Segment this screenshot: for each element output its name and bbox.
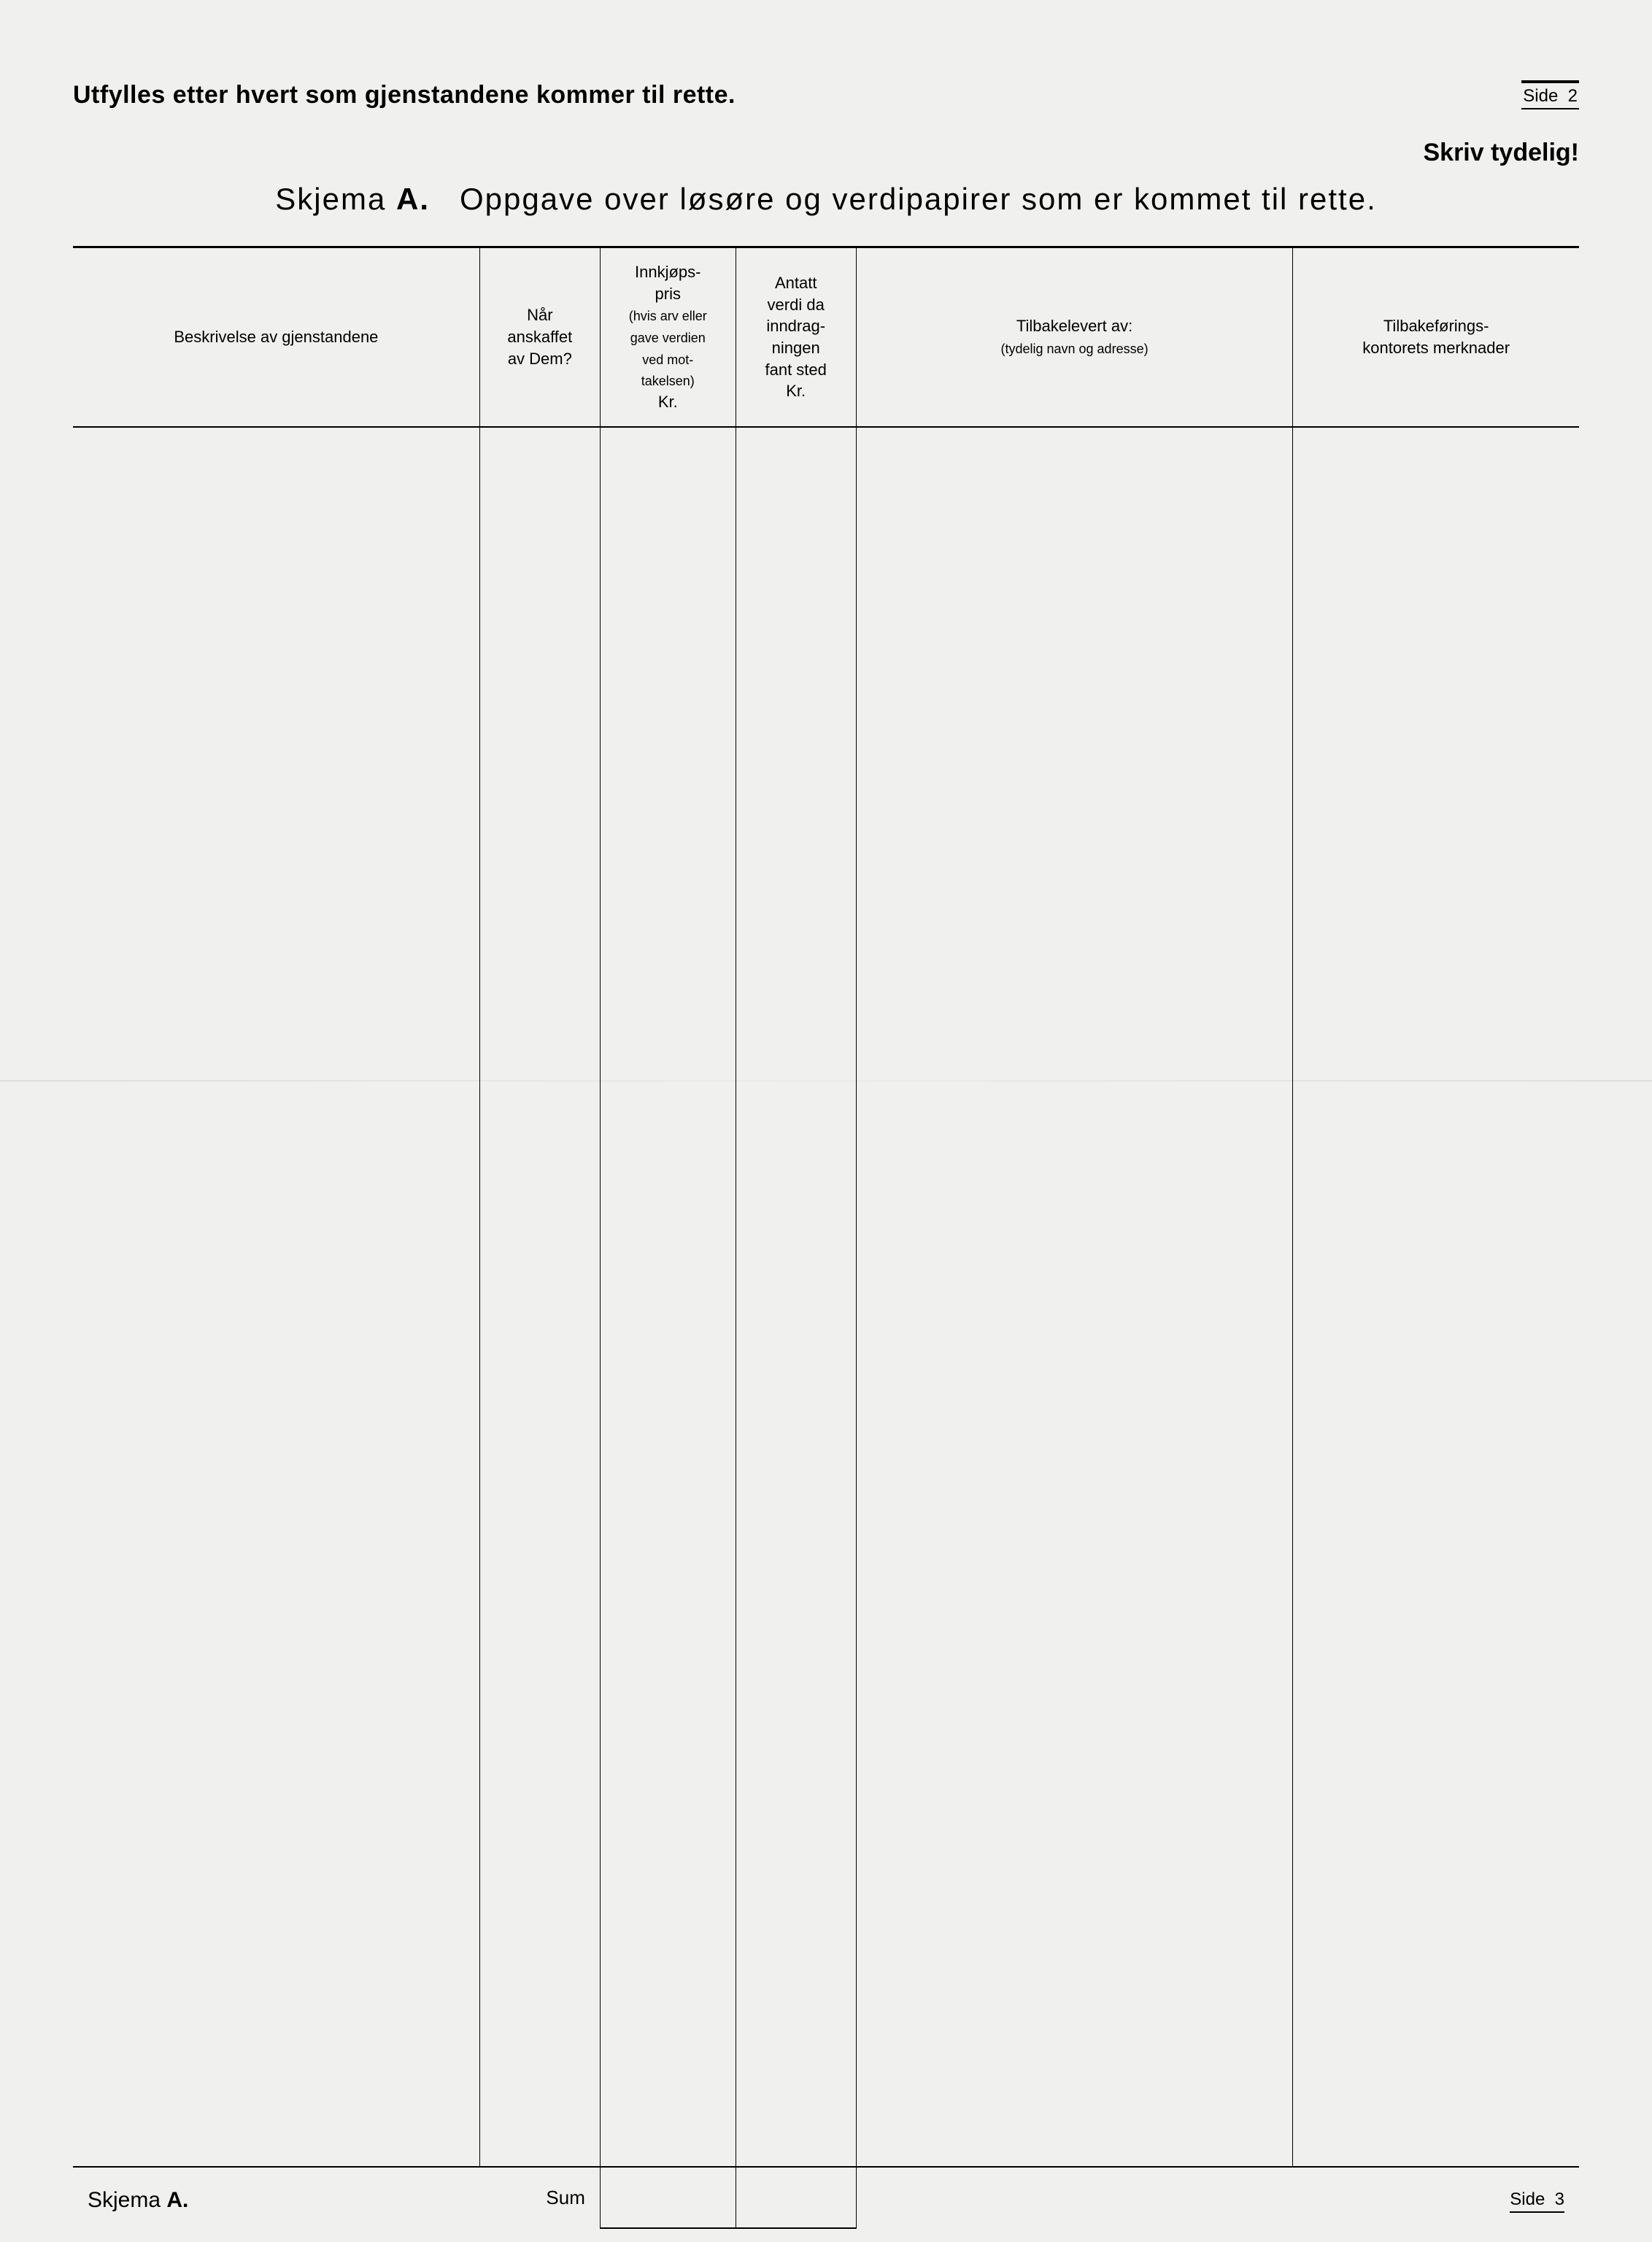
cell-notes[interactable] [1293,427,1579,2167]
cell-returned-by[interactable] [856,427,1293,2167]
c4l6: Kr. [786,382,806,400]
c3l3: (hvis arv eller [629,309,707,323]
table-body-row [73,427,1579,2167]
c2l2: anskaffet [507,328,572,346]
sum-price[interactable] [600,2167,736,2228]
form-page: Utfylles etter hvert som gjenstandene ko… [0,0,1652,2242]
bottom-prefix: Skjema [88,2188,161,2212]
bottom-letter: A. [166,2188,188,2212]
c4l3: inndrag- [766,317,825,335]
title-prefix: Skjema [275,182,386,216]
col-returned-by: Tilbakelevert av: (tydelig navn og adres… [856,247,1293,427]
cell-price[interactable] [600,427,736,2167]
c4l2: verdi da [768,296,825,314]
write-clearly-label: Skriv tydelig! [73,139,1579,167]
col-when-acquired: Når anskaffet av Dem? [479,247,600,427]
c3l7: Kr. [658,393,678,411]
c5l2: (tydelig navn og adresse) [1000,342,1148,356]
inventory-table: Beskrivelse av gjenstandene Når anskaffe… [73,246,1579,2229]
c4l4: ningen [772,339,820,357]
side-word-top: Side [1523,86,1558,106]
col-assumed-value: Antatt verdi da inndrag- ningen fant ste… [736,247,856,427]
title-rest: Oppgave over løsøre og verdipapirer som … [460,182,1377,216]
cell-when[interactable] [479,427,600,2167]
c5l1: Tilbakelevert av: [1016,317,1132,335]
sum-label: Sum [479,2167,600,2228]
col-office-notes: Tilbakeførings- kontorets merknader [1293,247,1579,427]
title-letter: A. [396,182,430,216]
page-number-bottom: Side 3 [1510,2189,1564,2213]
c2l1: Når [527,306,552,324]
side-word-bottom: Side [1510,2189,1545,2209]
c6l1: Tilbakeførings- [1383,317,1489,335]
side-label-top: Side 2 [1521,80,1579,109]
page-fold-shadow [0,1080,1652,1082]
col-purchase-price: Innkjøps- pris (hvis arv eller gave verd… [600,247,736,427]
side-num-bottom: 3 [1555,2189,1564,2209]
c3l6: takelsen) [641,374,695,388]
sum-row: Sum [73,2167,1579,2228]
cell-description[interactable] [73,427,479,2167]
c2l3: av Dem? [508,350,572,368]
c4l1: Antatt [775,274,817,292]
side-num-top: 2 [1568,86,1578,106]
bottom-form-label: Skjema A. [88,2188,188,2213]
col-description: Beskrivelse av gjenstandene [73,247,479,427]
sum-spacer-2 [856,2167,1293,2228]
c4l5: fant sted [765,361,827,379]
page-number-top: Side 2 [1521,80,1579,109]
c3l2: pris [655,285,681,303]
header-row: Utfylles etter hvert som gjenstandene ko… [73,80,1579,109]
c3l1: Innkjøps- [635,263,700,281]
fill-instruction: Utfylles etter hvert som gjenstandene ko… [73,81,736,109]
sum-value[interactable] [736,2167,856,2228]
table-header-row: Beskrivelse av gjenstandene Når anskaffe… [73,247,1579,427]
form-title: Skjema A. Oppgave over løsøre og verdipa… [73,182,1579,217]
c6l2: kontorets merknader [1362,339,1510,357]
c3l5: ved mot- [642,353,693,367]
c3l4: gave verdien [630,331,706,345]
cell-value[interactable] [736,427,856,2167]
